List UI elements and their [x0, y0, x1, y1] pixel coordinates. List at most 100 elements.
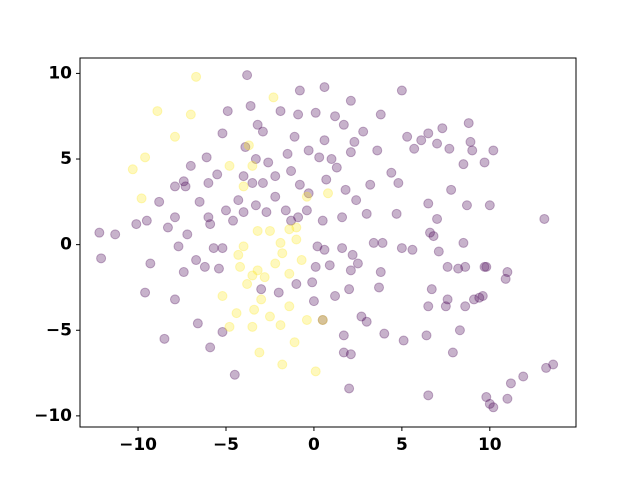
point: [235, 261, 246, 272]
point: [284, 301, 295, 312]
plot-area: [80, 58, 576, 427]
point: [442, 261, 453, 272]
point: [140, 287, 151, 298]
point: [199, 261, 210, 272]
point: [338, 119, 349, 130]
point: [396, 85, 407, 96]
point: [460, 301, 471, 312]
point: [275, 106, 286, 117]
point: [402, 131, 413, 142]
point: [365, 179, 376, 190]
point: [263, 157, 274, 168]
point: [446, 184, 457, 195]
point: [217, 291, 228, 302]
point: [338, 347, 349, 358]
point: [185, 160, 196, 171]
point: [481, 392, 492, 403]
point: [425, 227, 436, 238]
y-tick-label: −10: [34, 406, 72, 426]
point: [294, 179, 305, 190]
point: [479, 157, 490, 168]
point: [479, 261, 490, 272]
point: [345, 147, 356, 158]
point: [326, 154, 337, 165]
x-tick-label: 0: [308, 435, 320, 455]
point: [317, 215, 328, 226]
point: [247, 270, 258, 281]
point: [488, 402, 499, 413]
point: [454, 325, 465, 336]
point: [319, 244, 330, 255]
point: [296, 255, 307, 266]
point: [136, 193, 147, 204]
point: [293, 212, 304, 223]
point: [432, 213, 443, 224]
point: [310, 261, 321, 272]
point: [238, 207, 249, 218]
point: [169, 181, 180, 192]
point: [338, 330, 349, 341]
point: [323, 188, 333, 199]
point: [159, 333, 170, 344]
point: [518, 371, 529, 382]
point: [228, 215, 239, 226]
point: [391, 208, 402, 219]
point: [423, 198, 434, 209]
point: [173, 241, 184, 252]
point: [317, 314, 328, 325]
point: [344, 383, 355, 394]
point: [194, 196, 205, 207]
point: [127, 164, 138, 175]
point: [291, 234, 302, 245]
point: [481, 261, 492, 272]
point: [293, 109, 304, 120]
point: [345, 265, 356, 276]
point: [484, 200, 495, 211]
point: [294, 85, 305, 96]
point: [433, 246, 444, 257]
point: [110, 229, 121, 240]
point: [180, 181, 191, 192]
y-tick-label: 10: [48, 63, 72, 83]
point: [277, 248, 288, 259]
point: [312, 241, 323, 252]
point: [256, 294, 267, 305]
x-tick-label: −10: [119, 435, 157, 455]
point: [256, 284, 267, 295]
point: [307, 277, 318, 288]
point: [337, 243, 348, 254]
point: [233, 195, 244, 206]
point: [205, 219, 216, 230]
point: [169, 294, 180, 305]
point: [310, 107, 321, 118]
point: [484, 398, 495, 409]
point: [393, 177, 404, 188]
point: [351, 195, 362, 206]
point: [426, 284, 437, 295]
point: [222, 106, 233, 117]
point: [291, 279, 302, 290]
point: [321, 174, 332, 185]
point: [368, 237, 379, 248]
point: [252, 265, 263, 276]
x-tick-label: 5: [396, 435, 408, 455]
point: [261, 207, 272, 218]
point: [440, 301, 451, 312]
point: [345, 95, 356, 106]
point: [377, 237, 388, 248]
point: [477, 291, 488, 302]
point: [224, 160, 235, 171]
point: [340, 184, 351, 195]
y-tick-label: 5: [60, 149, 72, 169]
point: [314, 152, 325, 163]
point: [286, 166, 297, 177]
point: [372, 145, 383, 156]
point: [428, 231, 439, 242]
point: [270, 258, 281, 269]
point: [243, 140, 254, 151]
point: [465, 136, 476, 147]
point: [319, 82, 330, 93]
point: [467, 145, 478, 156]
point: [247, 177, 258, 188]
point: [231, 308, 242, 319]
